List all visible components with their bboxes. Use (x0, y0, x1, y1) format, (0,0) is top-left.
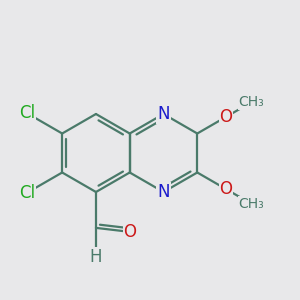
Text: CH₃: CH₃ (238, 95, 264, 109)
Text: Cl: Cl (19, 184, 35, 202)
Text: N: N (157, 183, 170, 201)
Text: O: O (124, 223, 136, 241)
Text: O: O (220, 180, 232, 198)
Text: CH₃: CH₃ (238, 197, 264, 211)
Text: N: N (157, 105, 170, 123)
Text: Cl: Cl (19, 104, 35, 122)
Text: H: H (90, 248, 102, 266)
Text: O: O (220, 108, 232, 126)
